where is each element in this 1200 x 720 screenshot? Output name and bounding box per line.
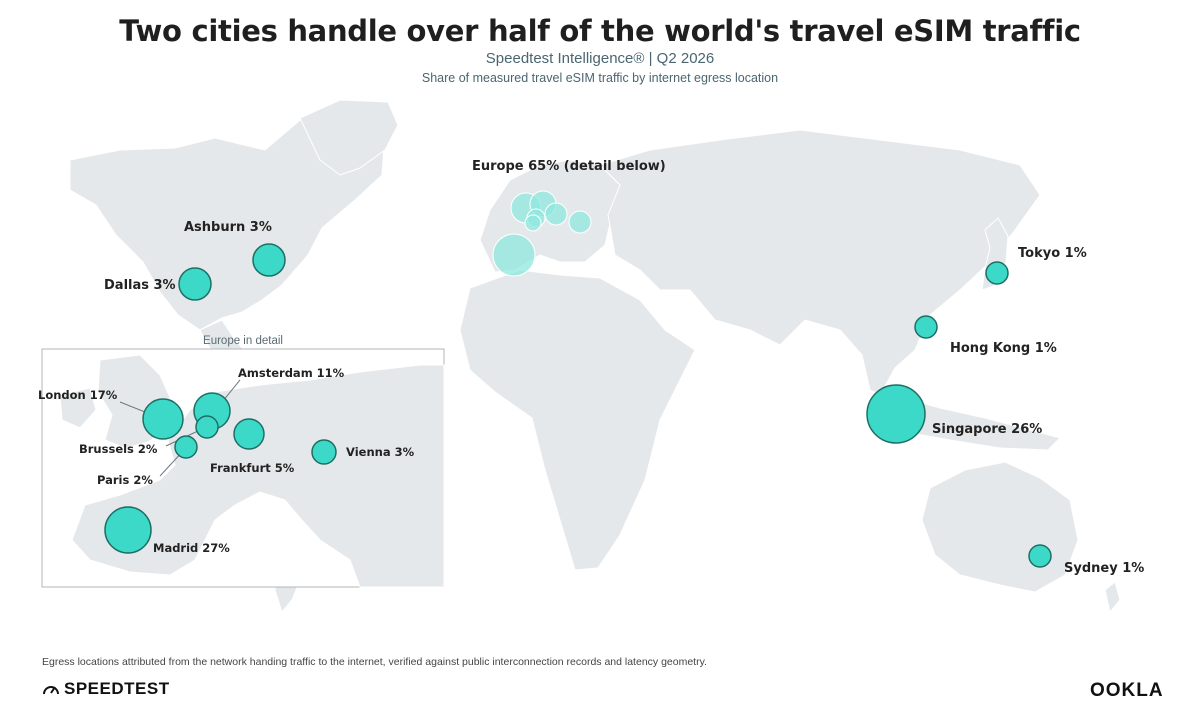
landmass-new-zealand (1104, 581, 1121, 614)
inset-label-madrid: Madrid 27% (153, 541, 230, 555)
ookla-logo[interactable]: OOKLA (1090, 680, 1164, 701)
inset-bubble-paris[interactable] (174, 435, 198, 459)
footnote: Egress locations attributed from the net… (42, 656, 707, 668)
speedtest-logo[interactable]: SPEEDTEST (42, 679, 170, 699)
inset-bubble-brussels[interactable] (195, 415, 219, 439)
inset-bubble-vienna[interactable] (311, 439, 337, 465)
inset-label-paris: Paris 2% (97, 473, 153, 487)
europe-summary-label: Europe 65% (detail below) (472, 159, 666, 174)
chart-title: Two cities handle over half of the world… (119, 14, 1081, 48)
chart-caption: Share of measured travel eSIM traffic by… (421, 71, 779, 85)
city-label-ashburn: Ashburn 3% (184, 220, 272, 235)
landmass-north-america (69, 111, 386, 331)
inset-landmass-ireland (59, 387, 97, 429)
city-bubble-hong-kong[interactable] (914, 315, 938, 339)
city-label-dallas: Dallas 3% (104, 278, 176, 293)
city-label-tokyo: Tokyo 1% (1018, 246, 1087, 261)
europe-overview-bubble-frankfurt[interactable] (544, 202, 568, 226)
city-bubble-dallas[interactable] (178, 267, 212, 301)
world-city-labels: Ashburn 3% Dallas 3% Tokyo 1% Hong Kong … (104, 220, 1144, 576)
city-bubble-sydney[interactable] (1028, 544, 1052, 568)
inset-bubble-london[interactable] (142, 398, 184, 440)
city-label-sydney: Sydney 1% (1064, 561, 1144, 576)
speedtest-wordmark: SPEEDTEST (64, 679, 170, 698)
inset-labels: London 17% Amsterdam 11% Brussels 2% Par… (38, 366, 415, 555)
inset-bubbles (104, 392, 337, 554)
europe-overview-bubble-madrid[interactable] (492, 233, 536, 277)
europe-inset: Europe in detail London 17% (38, 335, 445, 588)
speedometer-icon (43, 686, 59, 695)
city-label-singapore: Singapore 26% (932, 422, 1042, 437)
city-bubble-ashburn[interactable] (252, 243, 286, 277)
landmass-greenland (299, 99, 399, 176)
inset-label-amsterdam: Amsterdam 11% (238, 366, 345, 380)
inset-label-brussels: Brussels 2% (79, 442, 158, 456)
landmass-africa (459, 269, 696, 571)
city-label-hong-kong: Hong Kong 1% (950, 341, 1057, 356)
inset-label-vienna: Vienna 3% (346, 445, 415, 459)
inset-bubble-madrid[interactable] (104, 506, 152, 554)
city-bubble-singapore[interactable] (866, 384, 926, 444)
inset-label-london: London 17% (38, 388, 118, 402)
inset-title: Europe in detail (203, 335, 283, 347)
inset-landmass-mainland (71, 364, 445, 588)
inset-label-frankfurt: Frankfurt 5% (210, 461, 295, 475)
city-bubble-tokyo[interactable] (985, 261, 1009, 285)
europe-overview-bubbles (492, 190, 592, 277)
inset-bubble-frankfurt[interactable] (233, 418, 265, 450)
chart-subtitle: Speedtest Intelligence® | Q2 2026 (485, 50, 715, 67)
landmass-australia (921, 461, 1079, 593)
europe-overview-bubble-vienna[interactable] (568, 210, 592, 234)
europe-overview-bubble-paris[interactable] (524, 214, 542, 232)
world-city-bubbles (178, 243, 1052, 568)
